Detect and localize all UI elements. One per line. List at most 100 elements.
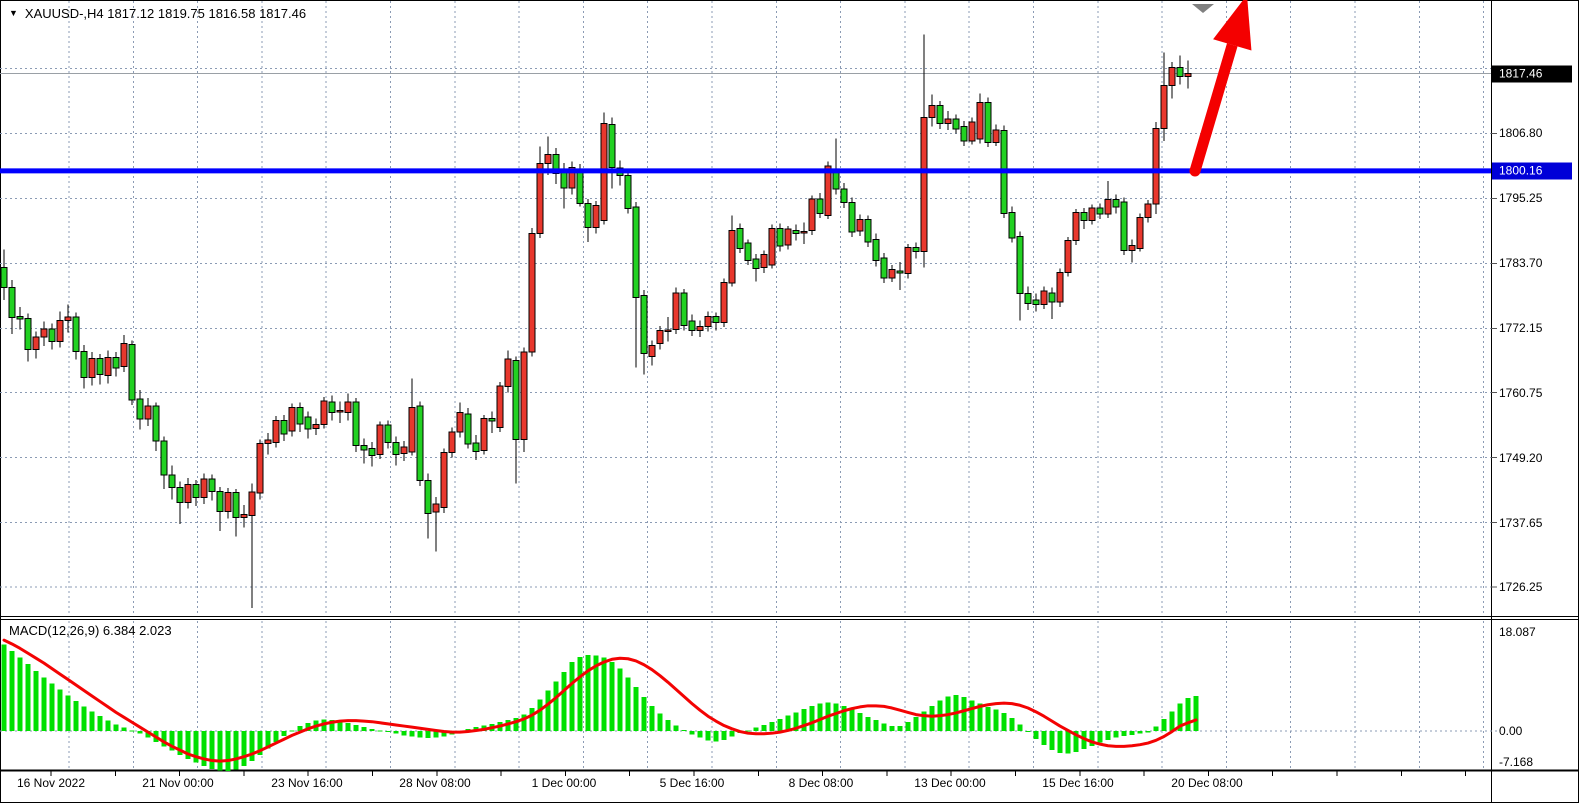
candle-body: [88, 358, 96, 379]
macd-histogram-bar: [41, 677, 47, 731]
candle-body: [984, 102, 992, 143]
macd-histogram-bar: [993, 709, 999, 731]
macd-histogram-bar: [841, 705, 847, 731]
candle-body: [1144, 203, 1152, 218]
macd-histogram-bar: [505, 720, 511, 731]
candle-body: [1112, 198, 1120, 208]
candle-body: [928, 104, 936, 119]
macd-histogram-bar: [193, 731, 199, 763]
candle-body: [1024, 292, 1032, 304]
price-axis-label: 1806.80: [1499, 126, 1543, 141]
macd-histogram-bar: [921, 711, 927, 731]
candle-body: [760, 253, 768, 268]
macd-histogram-bar: [681, 729, 687, 731]
macd-histogram-bar: [273, 731, 279, 742]
trend-arrow-annotation[interactable]: [1189, 0, 1252, 177]
candle-body: [1048, 292, 1056, 303]
macd-histogram-bar: [305, 722, 311, 731]
macd-histogram-bar: [609, 662, 615, 731]
candle-body: [720, 282, 728, 324]
macd-histogram-bar: [849, 709, 855, 731]
candle-body: [160, 440, 168, 476]
candle-body: [208, 478, 216, 492]
candle-body: [488, 417, 496, 422]
macd-histogram-bar: [521, 714, 527, 731]
macd-histogram-bar: [1145, 731, 1151, 733]
macd-histogram-bar: [1025, 731, 1031, 733]
candle-body: [392, 441, 400, 455]
candle-body: [552, 153, 560, 174]
candle-body: [272, 420, 280, 443]
candle-body: [16, 315, 24, 320]
candle-body: [256, 443, 264, 494]
macd-histogram-bar: [593, 655, 599, 731]
macd-histogram-bar: [177, 731, 183, 756]
candle-body: [128, 344, 136, 401]
candle-body: [192, 484, 200, 499]
candle-body: [1120, 201, 1128, 252]
macd-histogram-bar: [25, 664, 31, 731]
candle-body: [424, 480, 432, 514]
macd-histogram-bar: [1153, 726, 1159, 731]
macd-histogram-bar: [1137, 731, 1143, 734]
candle-body: [408, 407, 416, 453]
macd-histogram-bar: [161, 731, 167, 747]
macd-histogram-bar: [1009, 717, 1015, 731]
macd-histogram-bar: [513, 717, 519, 731]
macd-histogram-bar: [393, 731, 399, 734]
macd-histogram-bar: [633, 687, 639, 731]
candle-body: [1136, 216, 1144, 249]
candle-body: [992, 129, 1000, 143]
macd-histogram-bar: [1113, 731, 1119, 738]
macd-histogram-bar: [801, 709, 807, 731]
macd-histogram-bar: [745, 730, 751, 732]
candle-body: [136, 398, 144, 420]
candle-body: [888, 269, 896, 279]
macd-histogram-bar: [881, 723, 887, 731]
macd-histogram-bar: [105, 720, 111, 731]
macd-histogram-bar: [809, 705, 815, 731]
candle-body: [1176, 67, 1184, 78]
macd-histogram-bar: [401, 731, 407, 736]
price-axis-label: 1783.70: [1499, 256, 1543, 271]
candle-body: [1056, 271, 1064, 303]
macd-histogram-bar: [33, 670, 39, 731]
macd-histogram-bar: [1073, 731, 1079, 752]
macd-histogram-bar: [769, 722, 775, 731]
candle-body: [944, 118, 952, 124]
macd-histogram-bar: [905, 722, 911, 731]
candle-body: [816, 198, 824, 214]
macd-histogram-bar: [929, 705, 935, 731]
chart-shift-marker-icon[interactable]: [1192, 4, 1214, 13]
candle-body: [144, 405, 152, 420]
candle-body: [736, 228, 744, 249]
macd-histogram-bar: [969, 700, 975, 731]
macd-histogram-bar: [977, 703, 983, 731]
macd-histogram-bar: [833, 703, 839, 731]
macd-histogram-bar: [1177, 703, 1183, 731]
horizontal-line-1800[interactable]: [0, 168, 1491, 174]
macd-histogram-bar: [761, 724, 767, 731]
macd-histogram-bar: [337, 721, 343, 731]
macd-histogram-bar: [289, 730, 295, 732]
candle-body: [56, 319, 64, 343]
candle-body: [360, 444, 368, 451]
macd-histogram-bar: [345, 722, 351, 731]
macd-histogram-bar: [721, 731, 727, 740]
time-axis-label: 28 Nov 08:00: [399, 776, 471, 790]
candle-body: [384, 424, 392, 443]
candle-body: [1080, 211, 1088, 222]
candle-body: [264, 439, 272, 445]
candle-body: [328, 401, 336, 414]
macd-histogram-bar: [985, 706, 991, 731]
macd-histogram-bar: [89, 711, 95, 731]
macd-histogram-bar: [249, 731, 255, 762]
candle-body: [32, 336, 40, 351]
time-axis-label: 15 Dec 16:00: [1042, 776, 1114, 790]
candle-body: [376, 424, 384, 455]
macd-histogram-bar: [81, 706, 87, 731]
candle-body: [1128, 244, 1136, 252]
macd-histogram-bar: [1129, 731, 1135, 735]
candle-body: [968, 121, 976, 142]
